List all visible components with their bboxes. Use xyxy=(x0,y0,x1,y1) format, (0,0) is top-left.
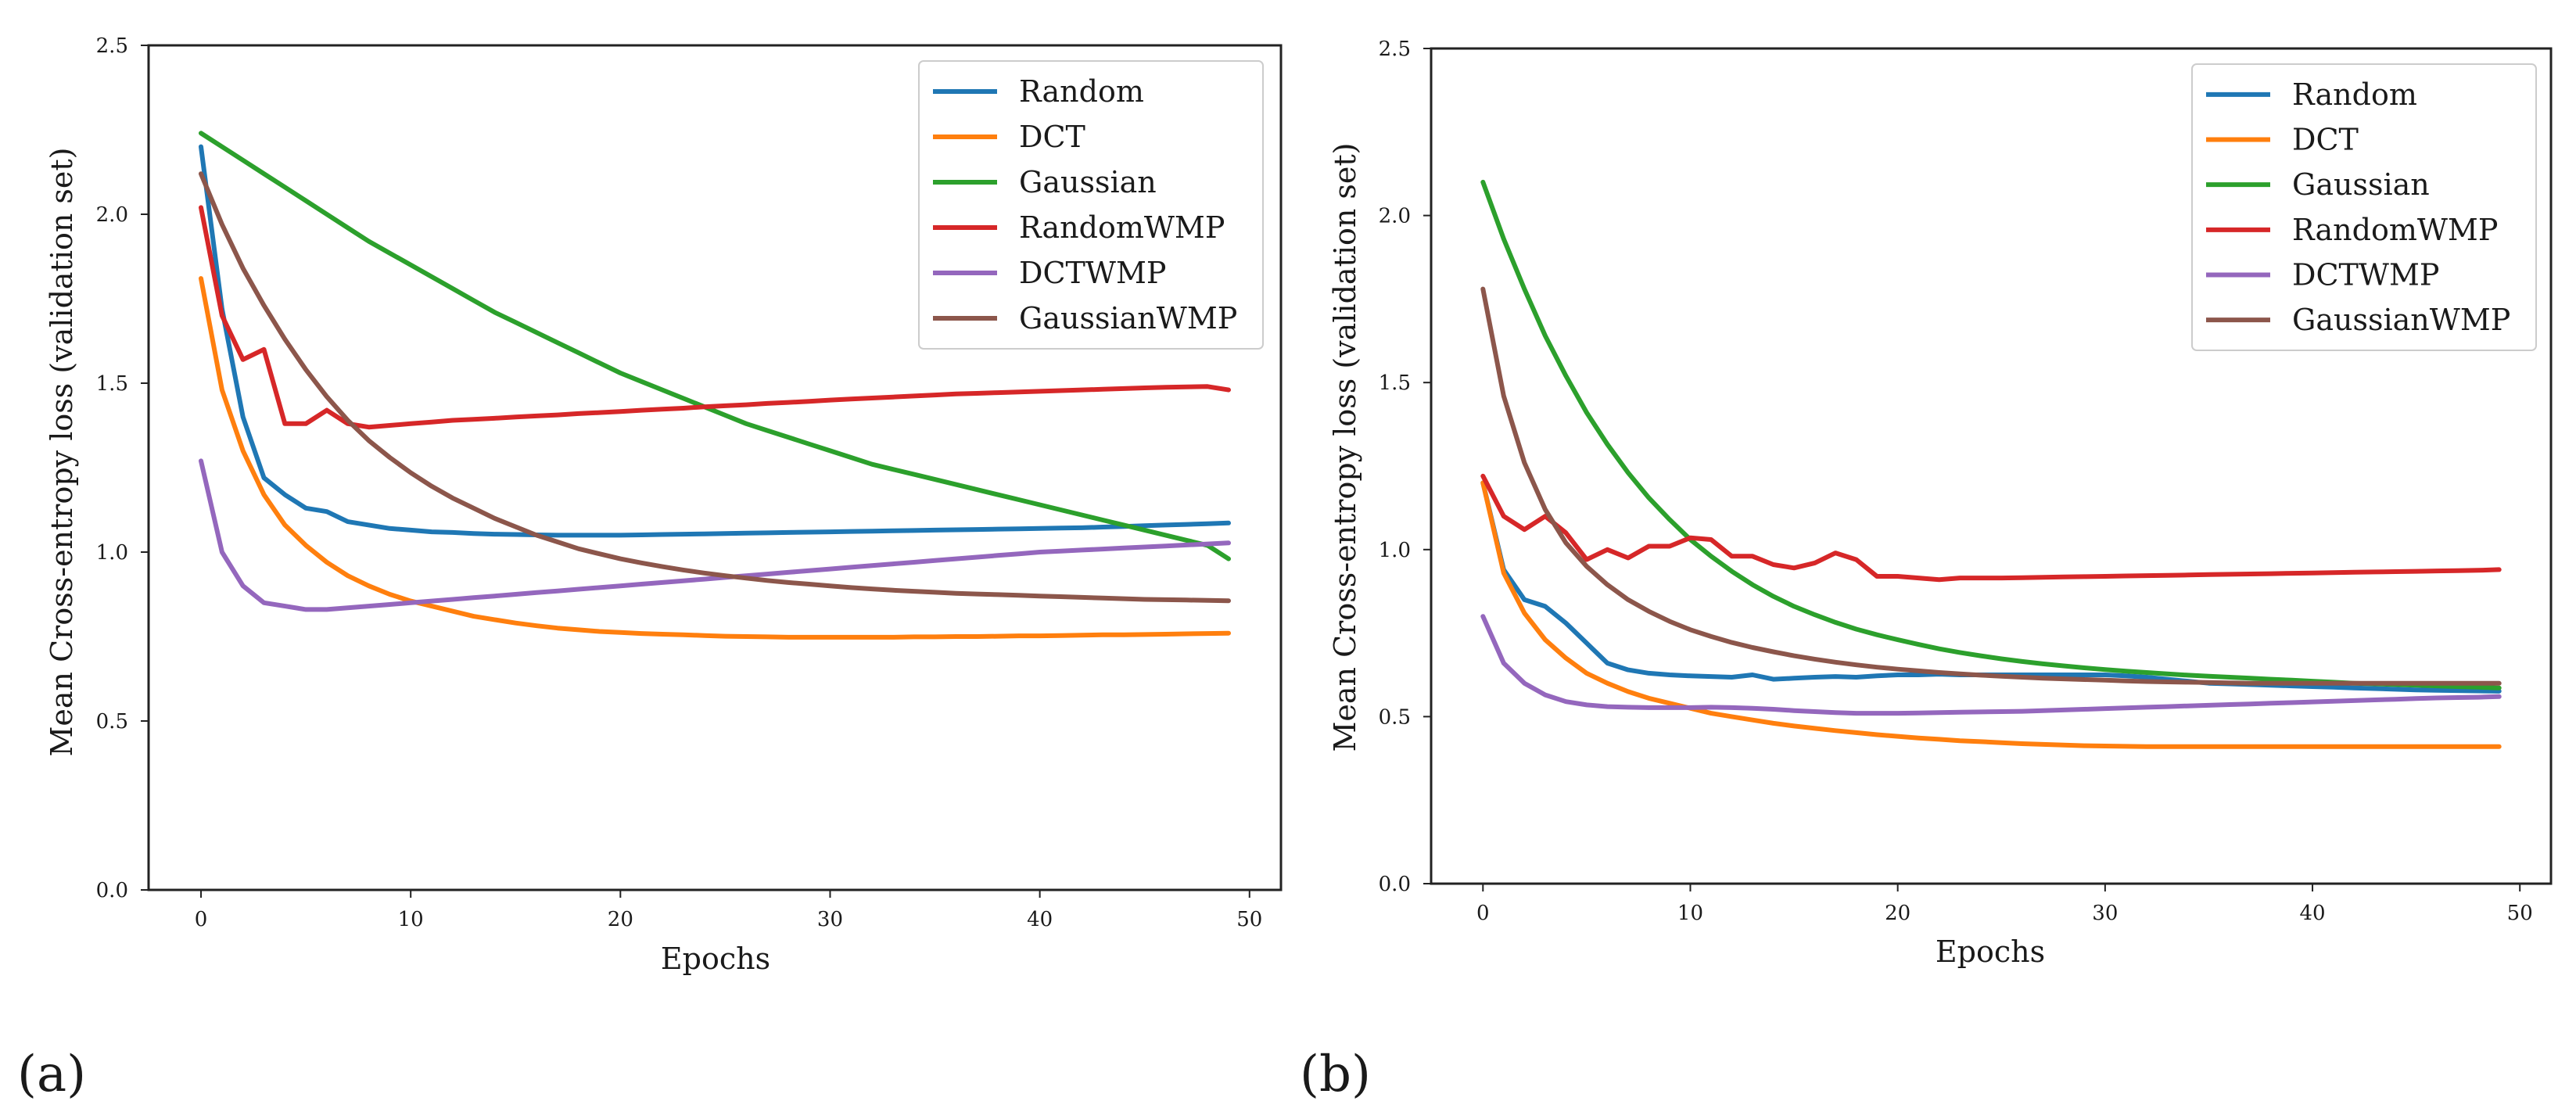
y-tick-label: 2.0 xyxy=(96,203,128,227)
x-axis-title: Epochs xyxy=(1936,934,2045,969)
legend-box xyxy=(918,60,1264,350)
y-axis-title: Mean Cross-entropy loss (validation set) xyxy=(45,148,79,757)
legend-label-gaussianwmp: GaussianWMP xyxy=(1019,301,1237,335)
x-tick-label: 10 xyxy=(398,908,424,931)
legend-label-randomwmp: RandomWMP xyxy=(1019,210,1225,245)
legend-label-gaussianwmp: GaussianWMP xyxy=(2292,303,2510,337)
series-line-gaussianwmp xyxy=(1480,286,2502,686)
series-line-dctwmp xyxy=(199,458,1231,612)
y-tick-label: 0.5 xyxy=(96,710,128,734)
legend-label-randomwmp: RandomWMP xyxy=(2292,213,2498,247)
plot-area xyxy=(1430,47,2553,885)
y-tick-label: 2.5 xyxy=(96,34,128,58)
legend-label-random: Random xyxy=(1019,74,1144,109)
x-tick-label: 50 xyxy=(2507,902,2533,925)
x-tick-label: 0 xyxy=(195,908,208,931)
panel-label: (a) xyxy=(17,1046,86,1103)
x-tick-label: 50 xyxy=(1236,908,1262,931)
x-tick-label: 40 xyxy=(1027,908,1053,931)
legend-label-gaussian: Gaussian xyxy=(1019,165,1157,199)
x-tick-label: 40 xyxy=(2299,902,2325,925)
series-line-random xyxy=(199,144,1231,538)
y-tick-label: 0.0 xyxy=(1379,873,1411,896)
series-line-randomwmp xyxy=(1480,473,2502,583)
chart-panel-b: (b) Epochs Mean Cross-entropy loss (vali… xyxy=(1300,38,2553,1103)
series-line-dct xyxy=(1480,480,2502,749)
legend-label-gaussian: Gaussian xyxy=(2292,167,2430,202)
legend: Random DCT Gaussian RandomWMP DCTWMP Gaussian… xyxy=(2191,63,2537,351)
x-tick-label: 10 xyxy=(1677,902,1703,925)
y-tick-label: 1.0 xyxy=(1379,539,1411,562)
x-tick-label: 20 xyxy=(1885,902,1910,925)
series-line-gaussianwmp xyxy=(199,171,1231,604)
legend-label-random: Random xyxy=(2292,77,2417,112)
x-tick-label: 30 xyxy=(2092,902,2118,925)
x-tick-label: 30 xyxy=(817,908,843,931)
y-tick-label: 0.5 xyxy=(1379,705,1411,729)
y-tick-label: 1.5 xyxy=(96,372,128,396)
x-tick-label: 20 xyxy=(608,908,633,931)
y-tick-label: 2.5 xyxy=(1379,38,1411,61)
legend: Random DCT Gaussian RandomWMP DCTWMP Gaussian… xyxy=(918,60,1264,350)
y-tick-label: 2.0 xyxy=(1379,205,1411,228)
series-line-randomwmp xyxy=(199,205,1231,430)
legend-label-dctwmp: DCTWMP xyxy=(1019,256,1166,290)
y-tick-label: 1.0 xyxy=(96,541,128,565)
series-line-dct xyxy=(199,276,1231,640)
legend-label-dct: DCT xyxy=(2292,123,2359,157)
legend-label-dct: DCT xyxy=(1019,120,1085,154)
legend-box xyxy=(2191,63,2537,351)
series-line-dctwmp xyxy=(1480,614,2502,716)
plot-area xyxy=(147,44,1283,891)
x-axis-title: Epochs xyxy=(661,942,770,976)
chart-panel-a: (a) Epochs Mean Cross-entropy loss (vali… xyxy=(17,34,1283,1103)
legend-label-dctwmp: DCTWMP xyxy=(2292,258,2439,292)
y-axis-title: Mean Cross-entropy loss (validation set) xyxy=(1328,143,1362,752)
y-tick-label: 0.0 xyxy=(96,879,128,902)
series-line-gaussian xyxy=(199,131,1231,561)
y-tick-label: 1.5 xyxy=(1379,371,1411,395)
panel-label: (b) xyxy=(1300,1046,1371,1103)
x-tick-label: 0 xyxy=(1476,902,1490,925)
